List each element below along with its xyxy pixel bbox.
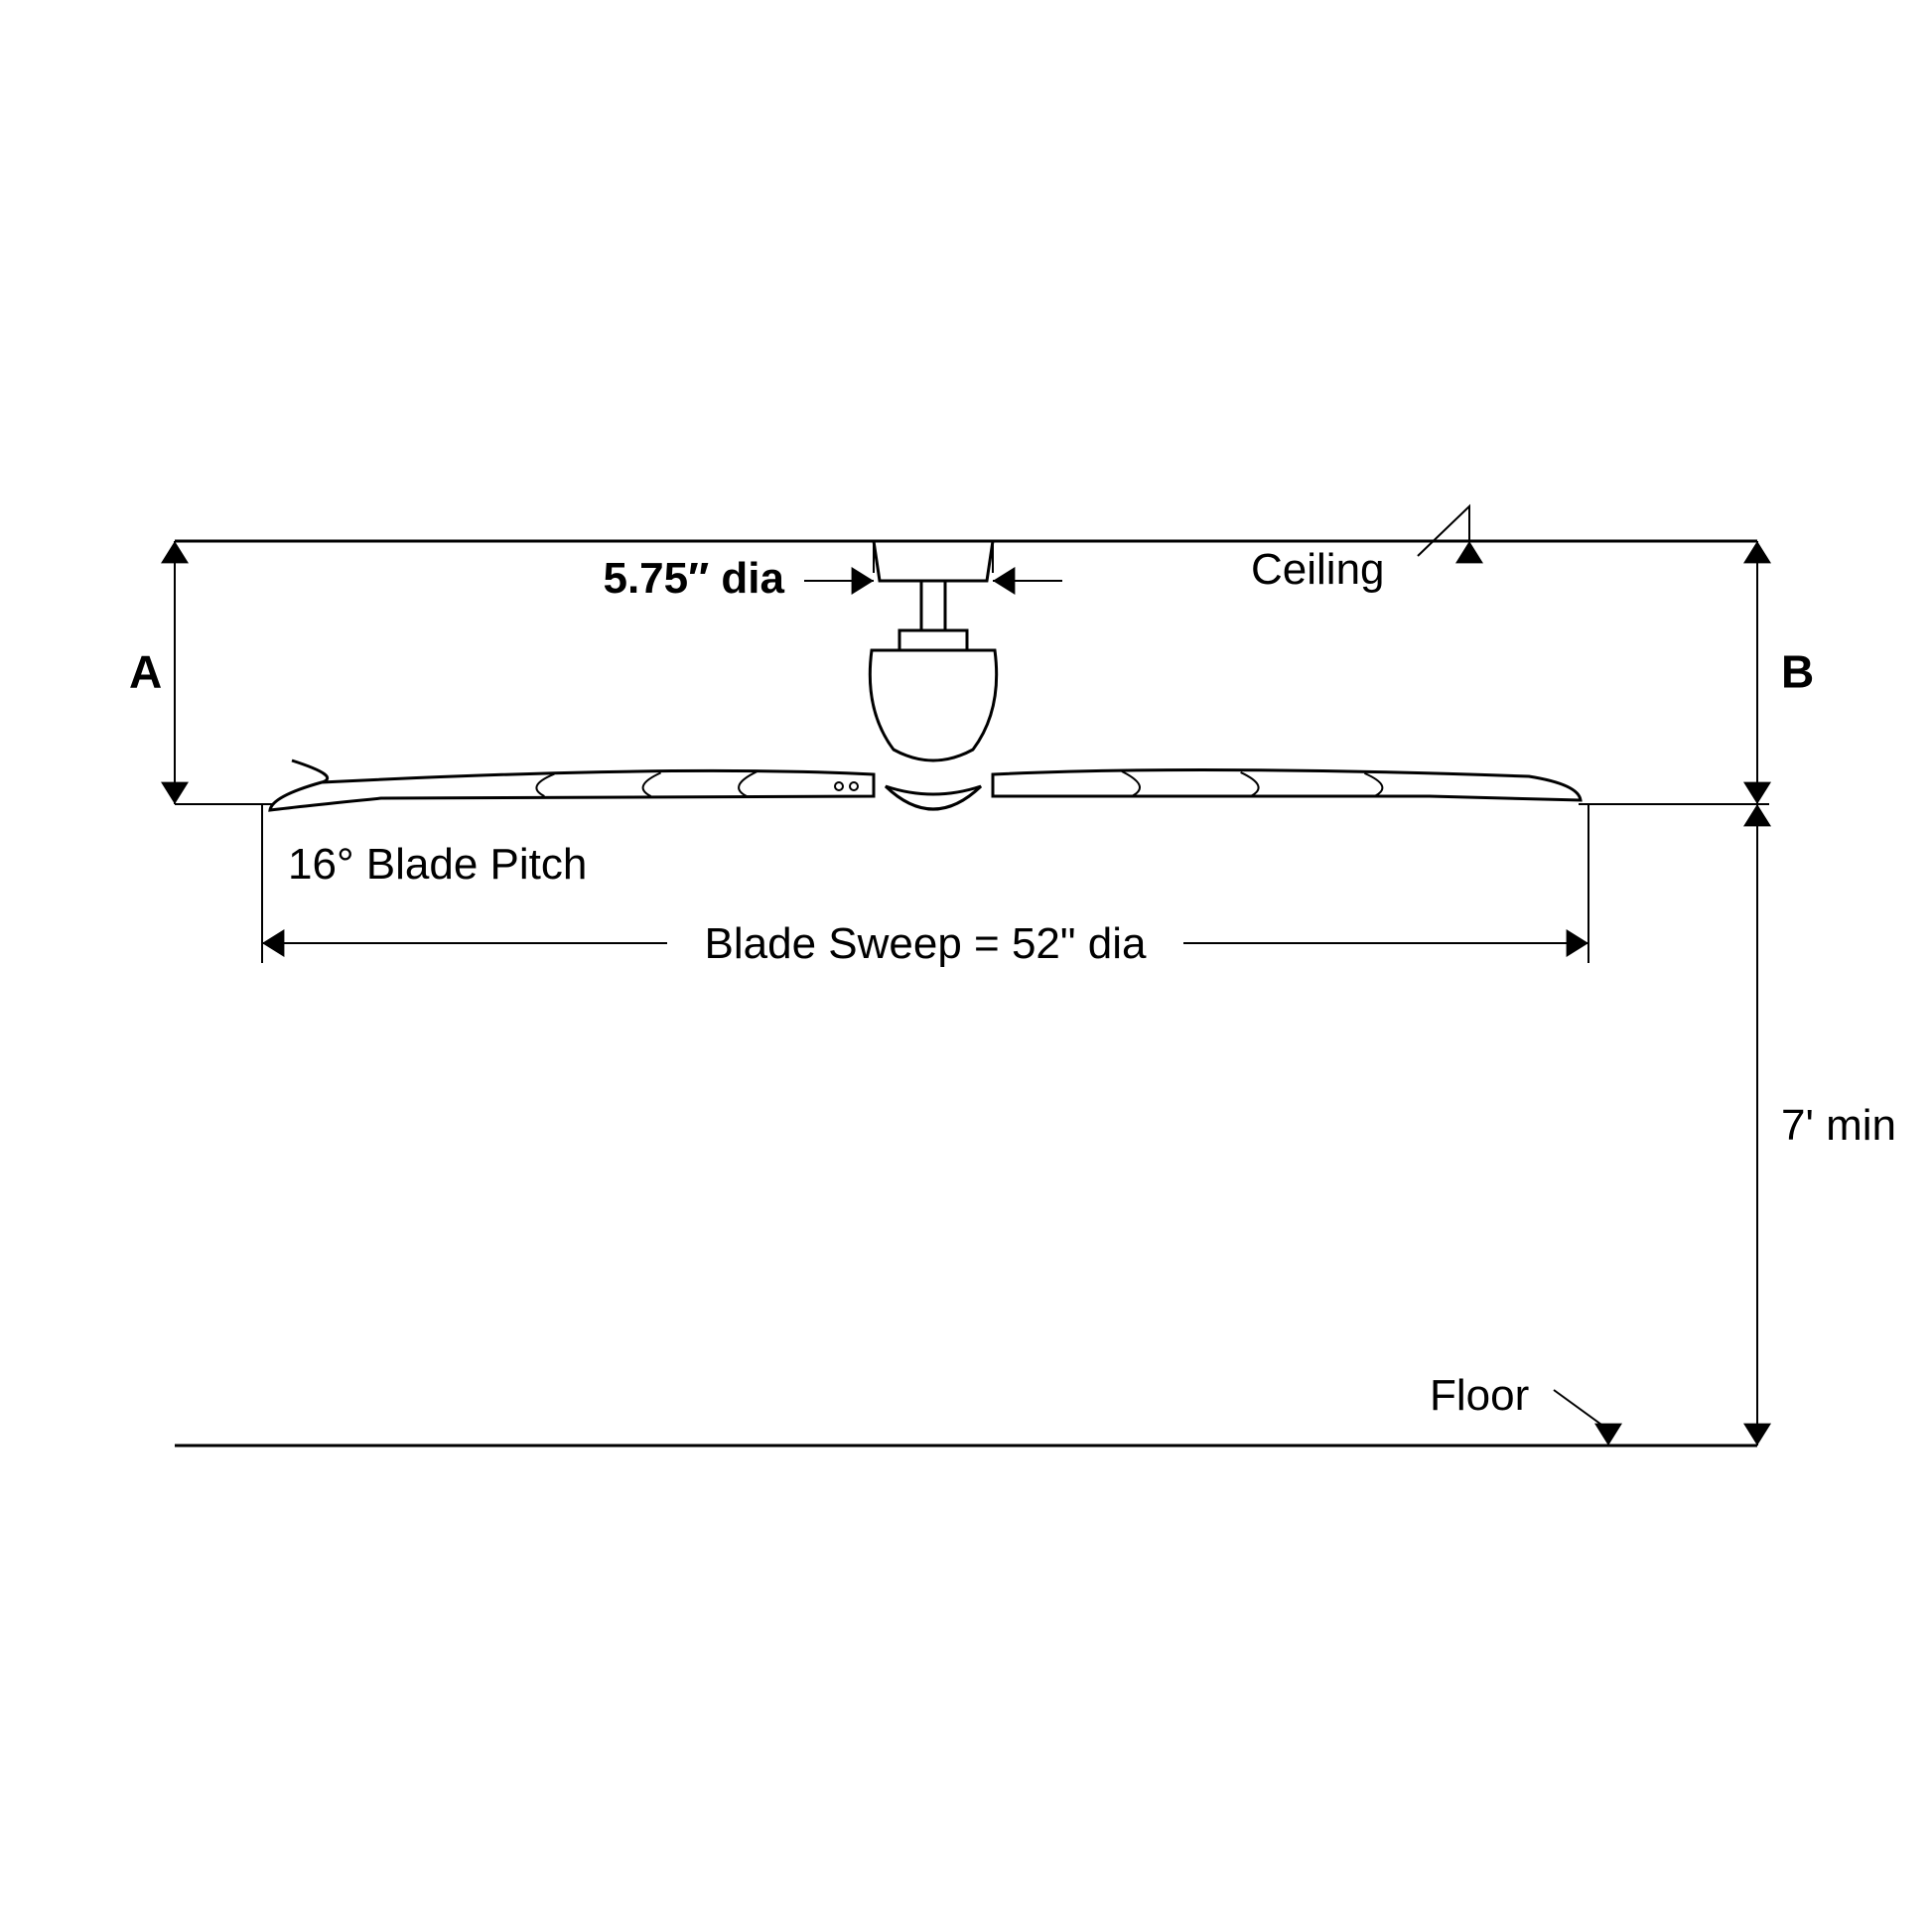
dim-canopy-dia: 5.75″ dia [603, 554, 784, 603]
fan-blade-left [270, 770, 874, 810]
label-ceiling: Ceiling [1251, 545, 1385, 594]
label-blade-pitch: 16° Blade Pitch [288, 840, 587, 889]
fan-dimension-diagram: A B 7' min Ceiling Floor Blade Sweep = 52" di… [0, 0, 1932, 1932]
fan-canopy [874, 541, 993, 581]
dim-label-A: A [129, 646, 162, 698]
dim-floor-clearance: 7' min [1781, 1101, 1896, 1150]
dim-blade-sweep: Blade Sweep = 52" dia [705, 919, 1147, 968]
label-floor: Floor [1430, 1371, 1529, 1420]
fan-downrod [921, 581, 945, 630]
fan-motor-housing [870, 650, 996, 760]
fan-blade-right [993, 769, 1581, 800]
dim-label-B: B [1781, 646, 1814, 698]
